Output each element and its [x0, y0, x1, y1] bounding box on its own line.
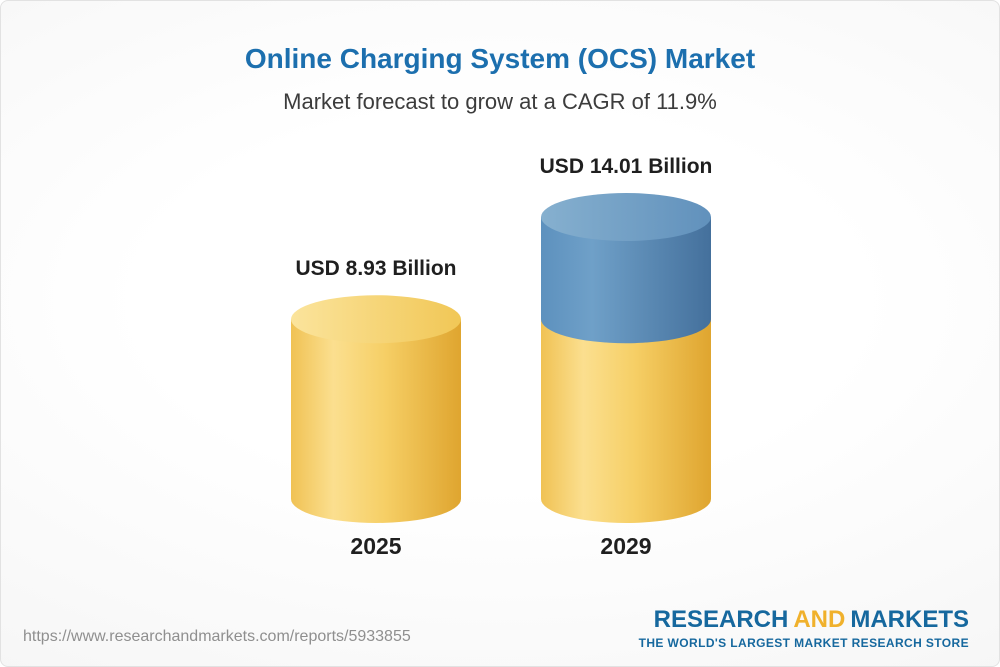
logo-word-research: RESEARCH [653, 605, 789, 633]
cylinder-bar-2025 [291, 295, 461, 523]
cylinder-bar-2029 [541, 193, 711, 523]
bar-segment-base [291, 319, 461, 523]
logo-wordmark: RESEARCH AND MARKETS [639, 605, 969, 633]
category-label-0: 2025 [350, 533, 402, 559]
bar-cap [291, 295, 461, 344]
bar-cap [541, 193, 711, 241]
page-subtitle: Market forecast to grow at a CAGR of 11.… [283, 89, 717, 114]
page-title: Online Charging System (OCS) Market [244, 43, 756, 74]
bar-segment-base [541, 319, 711, 523]
source-url: https://www.researchandmarkets.com/repor… [23, 628, 411, 645]
category-label-1: 2029 [600, 533, 652, 559]
logo-tagline: THE WORLD'S LARGEST MARKET RESEARCH STOR… [638, 636, 969, 650]
value-label-1: USD 14.01 Billion [539, 155, 713, 178]
bar-segment-growth [541, 217, 711, 344]
research-and-markets-logo: RESEARCH AND MARKETS THE WORLD'S LARGEST M… [638, 605, 969, 650]
logo-word-markets: MARKETS [850, 605, 969, 633]
value-label-0: USD 8.93 Billion [295, 257, 457, 281]
logo-word-and: AND [793, 605, 846, 633]
